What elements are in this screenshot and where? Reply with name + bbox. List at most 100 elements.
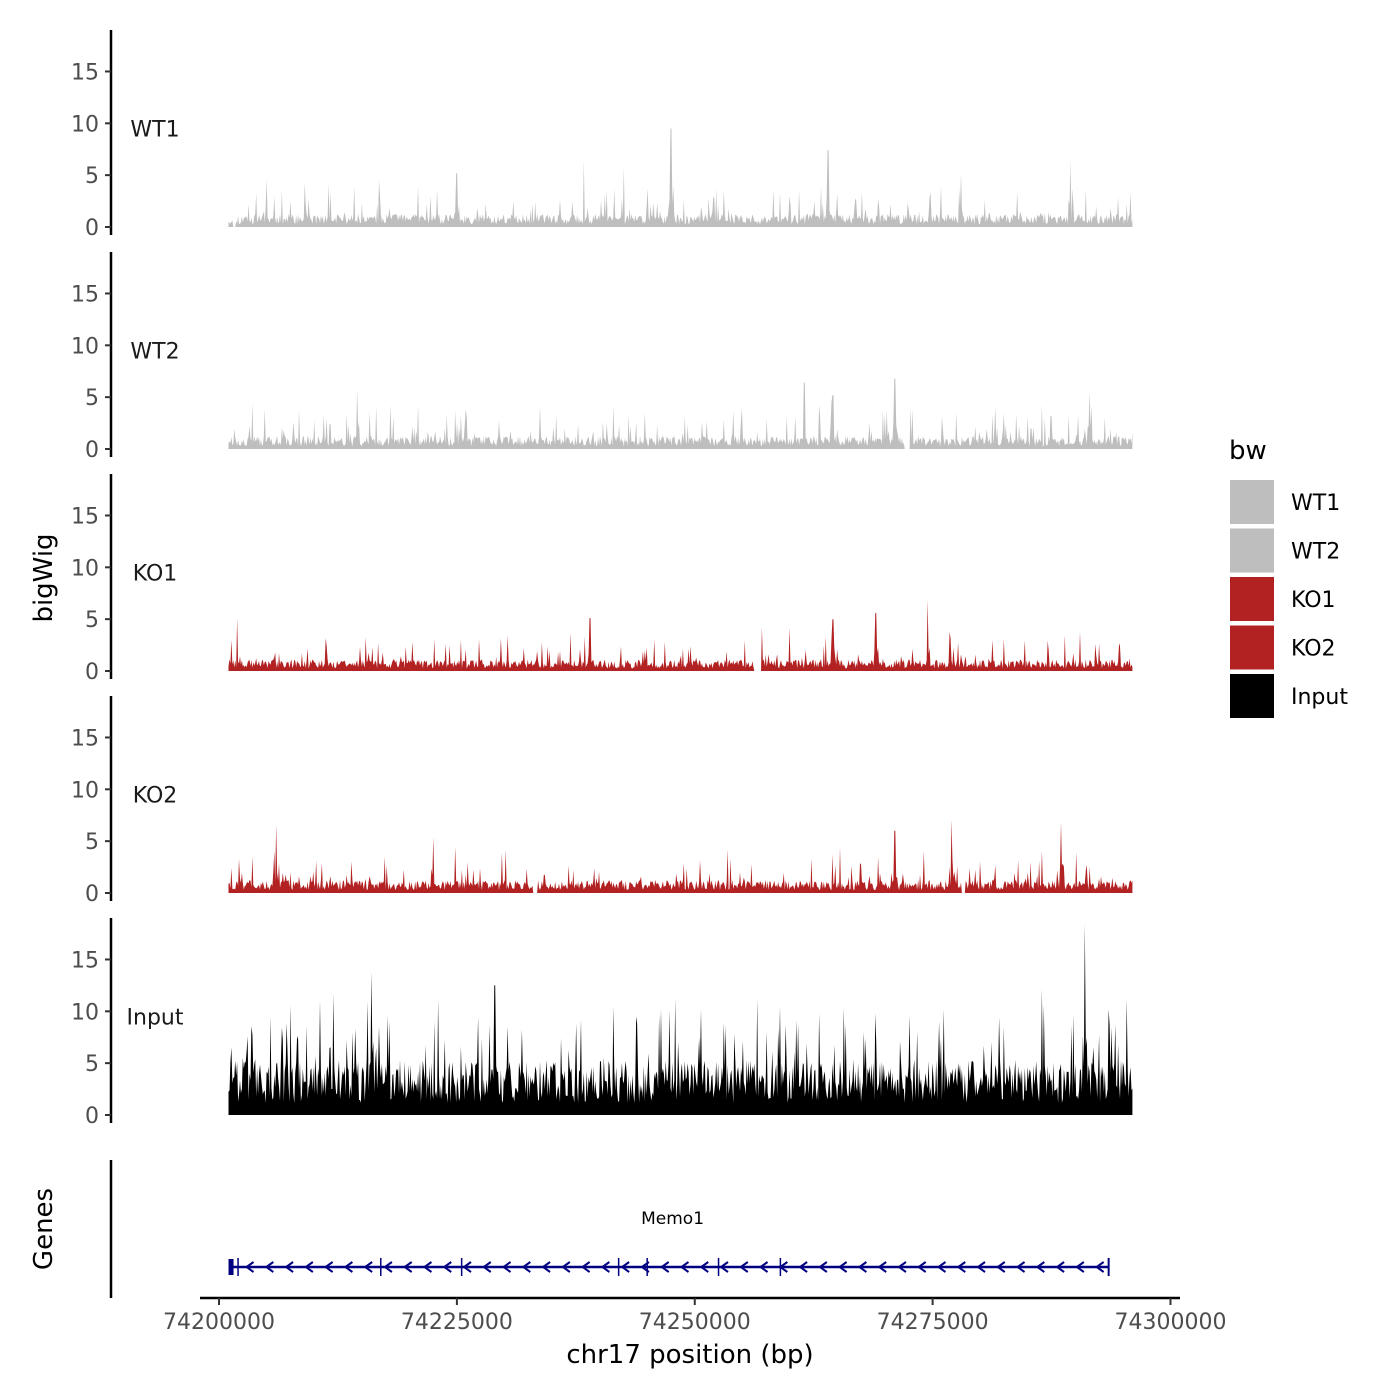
y-tick-label: 0: [85, 882, 99, 907]
strand-arrow: [363, 1261, 373, 1273]
y-axis-label: bigWig: [29, 533, 59, 622]
strand-arrow: [719, 1261, 729, 1273]
strand-arrow: [877, 1261, 887, 1273]
strand-arrow: [699, 1261, 709, 1273]
strand-arrow: [600, 1261, 610, 1273]
y-tick-label: 15: [71, 282, 99, 307]
strand-arrow: [323, 1261, 334, 1273]
track-wt2: 0 5 10 15 WT2: [71, 252, 1133, 463]
track-wt1: 0 5 10 15 WT1: [71, 30, 1133, 241]
strand-arrow: [916, 1261, 927, 1273]
y-tick-label: 0: [85, 438, 99, 463]
strand-arrow: [541, 1261, 551, 1273]
y-tick-label: 15: [71, 726, 99, 751]
x-tick-label: 74225000: [401, 1310, 513, 1335]
legend-key-ko2: [1230, 625, 1274, 670]
strand-arrow: [422, 1261, 433, 1273]
legend-label-input: Input: [1291, 685, 1348, 710]
strand-arrow: [620, 1261, 630, 1273]
strand-arrow: [264, 1261, 274, 1273]
strand-arrow: [383, 1261, 393, 1273]
y-tick-label: 5: [85, 830, 99, 855]
strand-arrow: [561, 1261, 571, 1273]
strand-arrow: [402, 1261, 413, 1273]
x-axis-label: chr17 position (bp): [566, 1340, 813, 1370]
strand-arrow: [284, 1261, 294, 1273]
strand-arrow: [739, 1261, 749, 1273]
signal-area-input: [228, 923, 1133, 1115]
y-tick-label: 10: [71, 778, 99, 803]
signal-area-wt2: [228, 378, 1133, 449]
y-tick-label: 15: [71, 504, 99, 529]
x-tick-label: 74250000: [639, 1310, 751, 1335]
legend-label-wt1: WT1: [1291, 491, 1340, 516]
strand-arrow: [640, 1261, 650, 1273]
strand-arrow: [679, 1261, 690, 1273]
x-axis: 74200000 74225000 74250000 74275000 74300000: [163, 1296, 1226, 1335]
x-tick-label: 74300000: [1114, 1310, 1226, 1335]
signal-tracks: 0 5 10 15 WT1 0 5 10 15 WT2 0 5 10 15 KO1 0 5 10 15 KO2 0 5 10…: [71, 30, 1133, 1129]
y-tick-label: 5: [85, 608, 99, 633]
signal-area-ko1: [228, 599, 1133, 671]
gene-start-block: [228, 1259, 234, 1275]
gene-memo1: Memo1: [228, 1209, 1110, 1276]
strand-arrow: [956, 1261, 966, 1273]
strand-arrow: [501, 1261, 512, 1273]
signal-area-wt1: [228, 128, 1133, 227]
legend-key-ko1: [1230, 577, 1274, 621]
strand-arrow: [758, 1261, 769, 1273]
strand-arrow: [897, 1261, 907, 1273]
track-ko1: 0 5 10 15 KO1: [71, 474, 1133, 685]
strand-arrow: [996, 1261, 1006, 1273]
y-tick-label: 15: [71, 60, 99, 85]
strand-arrow: [818, 1261, 828, 1273]
legend-key-wt1: [1230, 480, 1274, 524]
legend-key-input: [1230, 674, 1274, 718]
y-tick-label: 5: [85, 164, 99, 189]
y-tick-label: 10: [71, 334, 99, 359]
strand-arrow: [521, 1261, 531, 1273]
track-label-input: Input: [127, 1006, 184, 1031]
strand-arrow: [1035, 1261, 1045, 1273]
strand-arrow: [482, 1261, 492, 1273]
track-label-wt2: WT2: [130, 340, 179, 365]
x-tick-label: 74200000: [163, 1310, 275, 1335]
strand-arrow: [304, 1261, 314, 1273]
y-tick-label: 5: [85, 386, 99, 411]
strand-arrow: [976, 1261, 986, 1273]
strand-arrow: [442, 1261, 452, 1273]
y-tick-label: 0: [85, 216, 99, 241]
strand-arrow: [1094, 1261, 1105, 1273]
strand-arrow: [659, 1261, 670, 1273]
genes-panel: Memo1: [109, 1160, 1110, 1298]
track-label-ko1: KO1: [133, 562, 178, 587]
strand-arrow: [1015, 1261, 1026, 1273]
legend-label-wt2: WT2: [1291, 540, 1340, 565]
strand-arrow: [936, 1261, 947, 1273]
y-tick-label: 5: [85, 1052, 99, 1077]
genes-axis-label: Genes: [29, 1188, 59, 1270]
track-label-wt1: WT1: [130, 118, 179, 143]
legend-title: bw: [1229, 436, 1267, 466]
strand-arrow: [778, 1261, 788, 1273]
x-tick-label: 74275000: [877, 1310, 989, 1335]
signal-area-ko2: [228, 819, 1133, 893]
strand-arrow: [343, 1261, 353, 1273]
strand-arrow: [1075, 1261, 1085, 1273]
strand-arrow: [798, 1261, 808, 1273]
legend-label-ko1: KO1: [1291, 588, 1336, 613]
y-tick-label: 10: [71, 556, 99, 581]
y-tick-label: 0: [85, 660, 99, 685]
track-ko2: 0 5 10 15 KO2: [71, 696, 1133, 907]
track-label-ko2: KO2: [133, 784, 178, 809]
legend-label-ko2: KO2: [1291, 637, 1336, 662]
y-tick-label: 10: [71, 112, 99, 137]
strand-arrow: [837, 1261, 848, 1273]
legend-key-wt2: [1230, 528, 1274, 573]
strand-arrow: [462, 1261, 472, 1273]
y-tick-label: 0: [85, 1104, 99, 1129]
y-tick-label: 15: [71, 948, 99, 973]
legend: bw WT1 WT2 KO1 KO2 Input: [1229, 436, 1348, 718]
